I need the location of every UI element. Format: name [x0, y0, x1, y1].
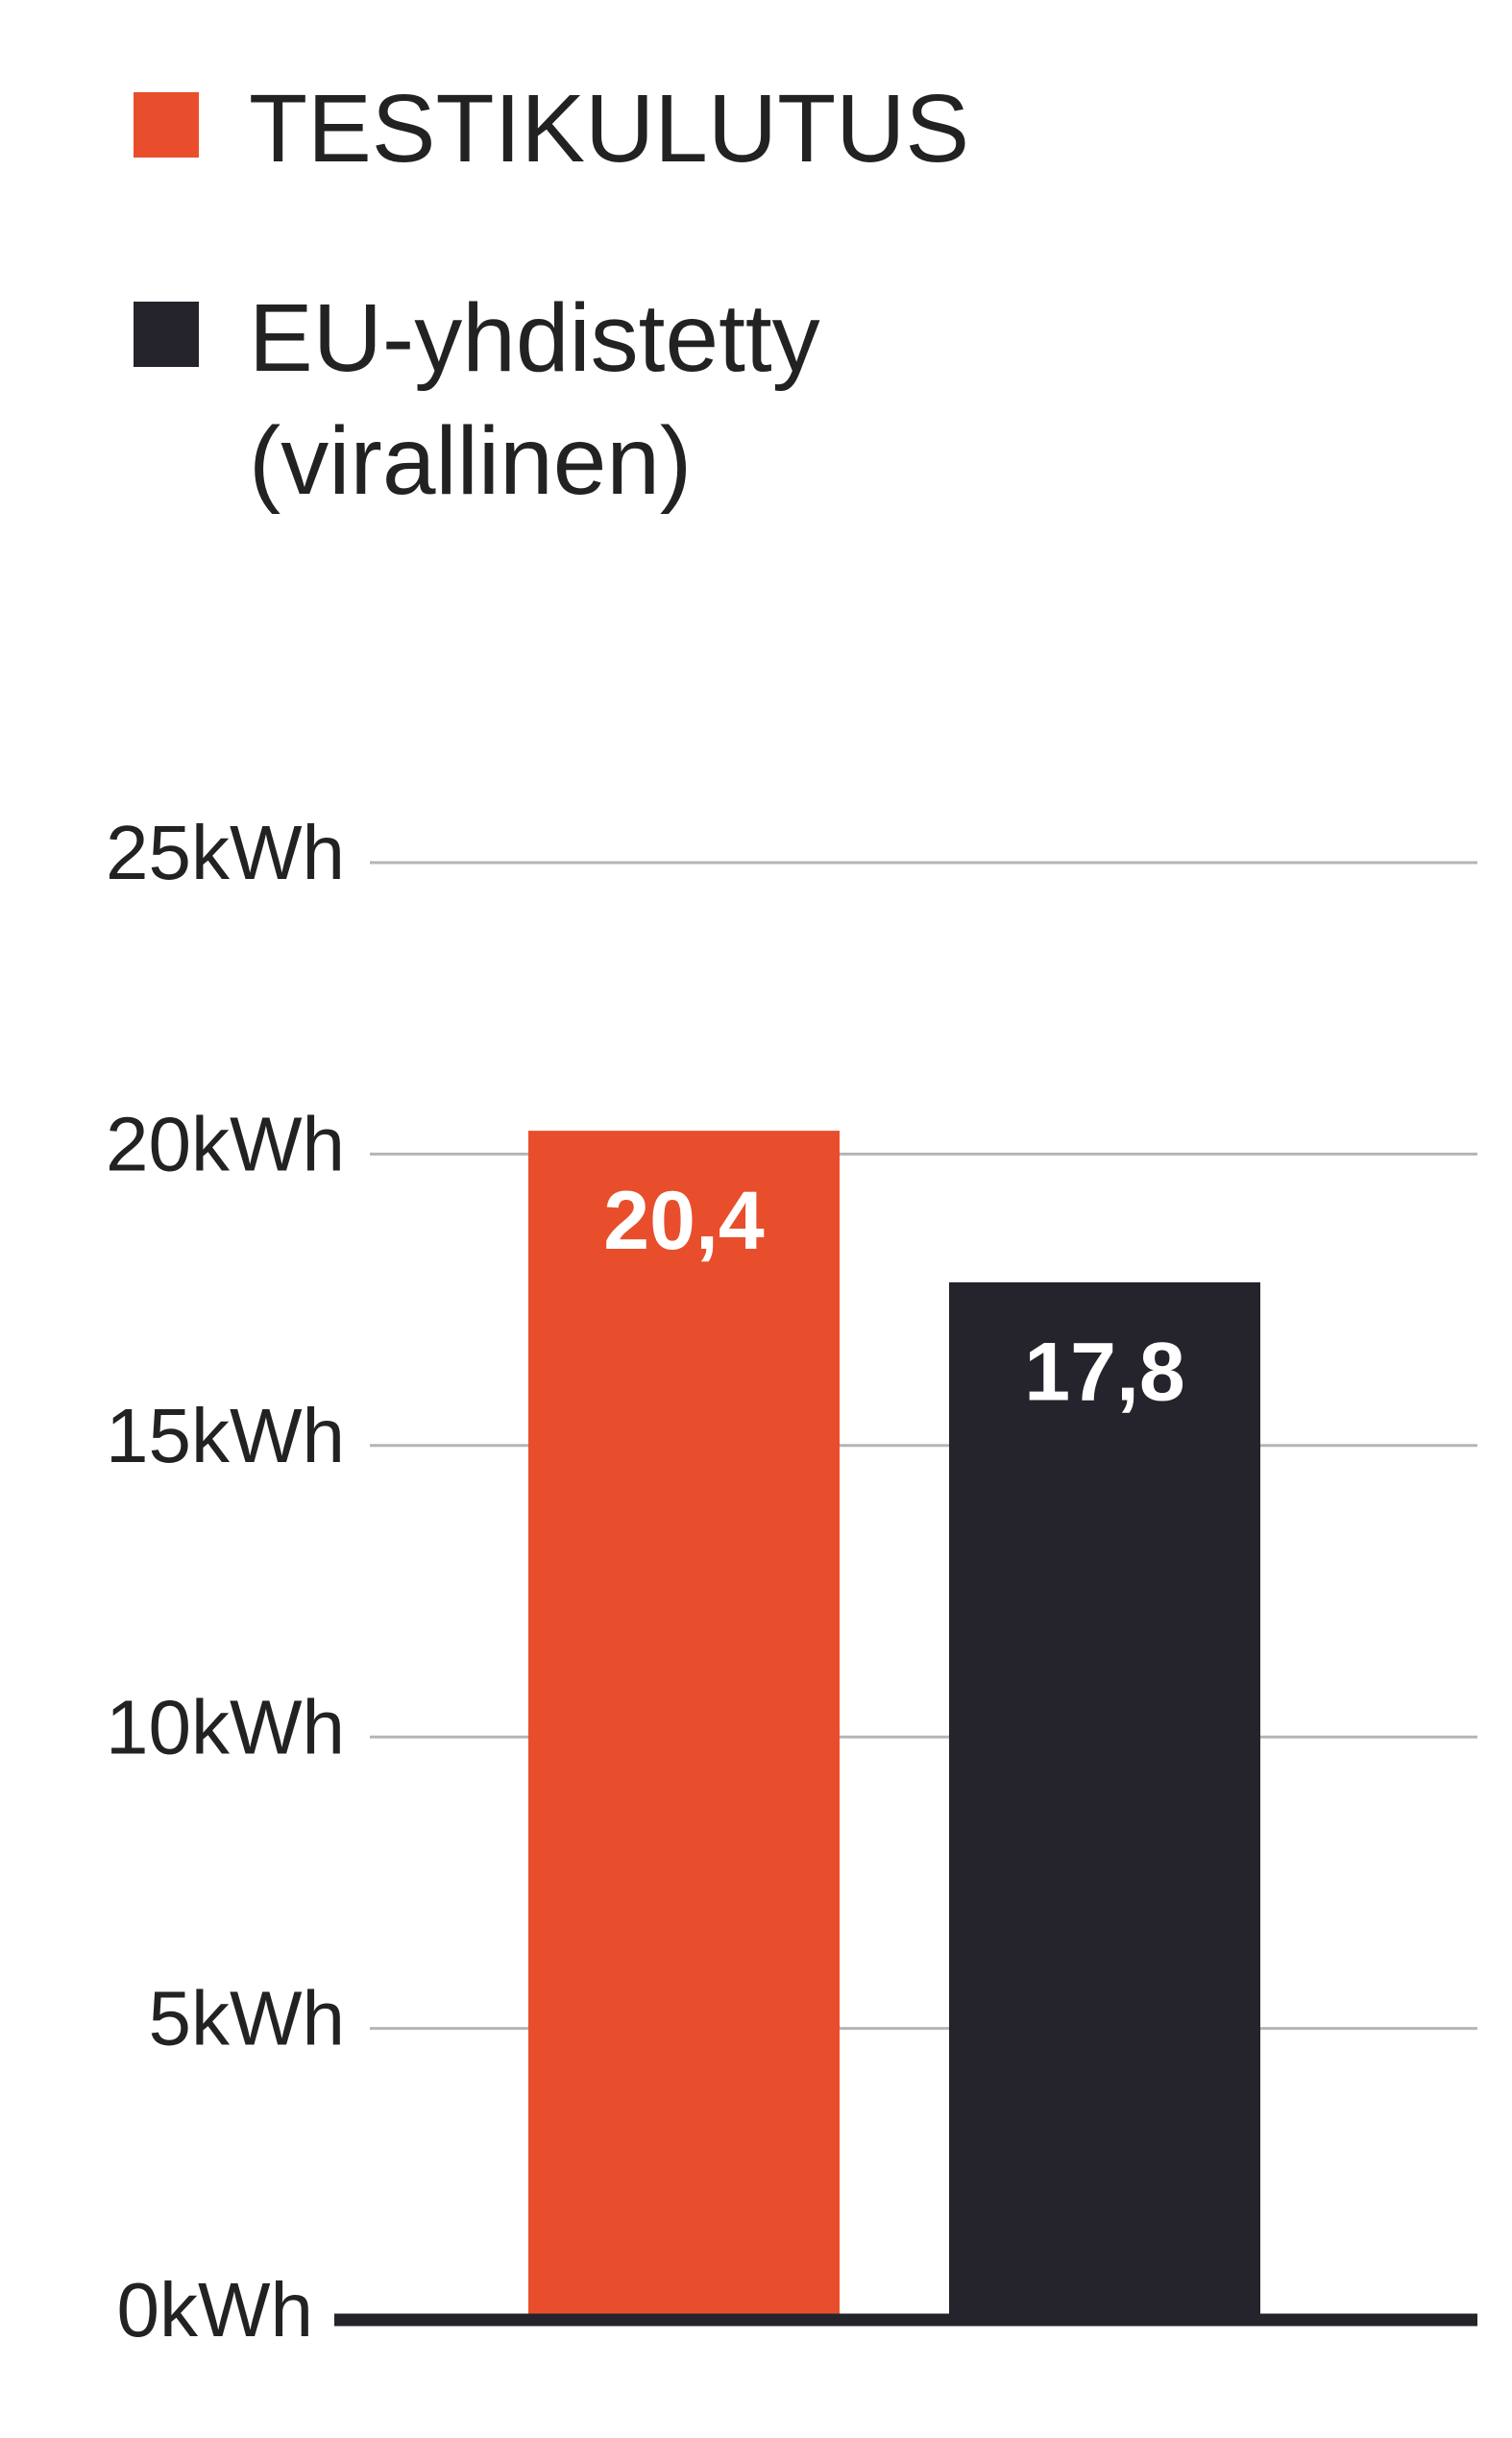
y-tick-label: 10kWh	[106, 1684, 345, 1769]
legend-label: TESTIKULUTUS	[249, 75, 970, 183]
y-tick-label: 0kWh	[117, 2267, 314, 2353]
legend-swatch	[134, 302, 199, 367]
bar	[949, 1281, 1260, 2320]
y-tick-label: 25kWh	[106, 810, 345, 895]
bar	[528, 1131, 840, 2320]
legend-item: TESTIKULUTUS	[134, 67, 970, 190]
y-tick-label: 15kWh	[106, 1393, 345, 1478]
y-tick-label: 5kWh	[149, 1976, 346, 2061]
value-label: 20,4	[603, 1175, 765, 1267]
legend-swatch	[134, 92, 199, 158]
value-label: 17,8	[1024, 1327, 1184, 1419]
legend: TESTIKULUTUS EU-yhdistetty (virallinen)	[134, 67, 970, 609]
legend-item: EU-yhdistetty (virallinen)	[134, 277, 940, 523]
y-tick-label: 20kWh	[106, 1102, 345, 1187]
legend-label: EU-yhdistetty (virallinen)	[249, 284, 820, 515]
